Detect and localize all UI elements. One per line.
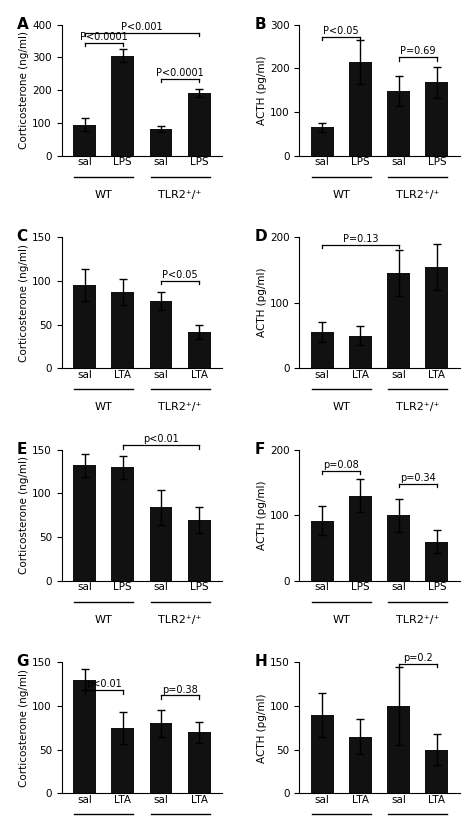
Bar <box>188 331 211 368</box>
Y-axis label: ACTH (pg/ml): ACTH (pg/ml) <box>257 56 267 125</box>
Text: P<0.0001: P<0.0001 <box>80 32 128 42</box>
Bar <box>73 124 96 155</box>
Y-axis label: Corticosterone (ng/ml): Corticosterone (ng/ml) <box>19 456 29 574</box>
Text: p=0.38: p=0.38 <box>162 685 198 694</box>
Bar <box>149 129 173 155</box>
Text: E: E <box>17 442 27 456</box>
Text: P=0.13: P=0.13 <box>343 234 378 244</box>
Text: WT: WT <box>332 402 350 412</box>
Bar <box>387 91 410 155</box>
Y-axis label: Corticosterone (ng/ml): Corticosterone (ng/ml) <box>19 31 29 149</box>
Text: WT: WT <box>95 190 112 200</box>
Text: WT: WT <box>332 190 350 200</box>
Text: p<0.01: p<0.01 <box>143 434 179 444</box>
Bar <box>73 285 96 368</box>
Bar <box>387 273 410 368</box>
Bar <box>349 61 372 155</box>
Text: C: C <box>17 229 28 245</box>
Text: D: D <box>254 229 267 245</box>
Bar <box>188 519 211 581</box>
Text: TLR2⁺/⁺: TLR2⁺/⁺ <box>158 615 202 625</box>
Bar <box>149 507 173 581</box>
Bar <box>111 56 134 155</box>
Text: H: H <box>254 654 267 669</box>
Bar <box>349 335 372 368</box>
Bar <box>111 292 134 368</box>
Y-axis label: ACTH (pg/ml): ACTH (pg/ml) <box>257 268 267 338</box>
Bar <box>188 93 211 155</box>
Text: TLR2⁺/⁺: TLR2⁺/⁺ <box>396 402 439 412</box>
Bar <box>310 520 334 581</box>
Text: TLR2⁺/⁺: TLR2⁺/⁺ <box>158 402 202 412</box>
Y-axis label: Corticosterone (ng/ml): Corticosterone (ng/ml) <box>19 244 29 362</box>
Text: P=0.69: P=0.69 <box>400 47 436 56</box>
Text: p=0.2: p=0.2 <box>403 653 433 663</box>
Bar <box>111 467 134 581</box>
Text: B: B <box>254 16 266 32</box>
Text: P<0.001: P<0.001 <box>121 22 163 32</box>
Text: A: A <box>17 16 28 32</box>
Bar <box>425 750 448 793</box>
Bar <box>349 736 372 793</box>
Text: p=0.08: p=0.08 <box>323 460 359 470</box>
Bar <box>425 542 448 581</box>
Bar <box>149 723 173 793</box>
Y-axis label: ACTH (pg/ml): ACTH (pg/ml) <box>257 693 267 762</box>
Text: G: G <box>17 654 29 669</box>
Bar <box>149 301 173 368</box>
Bar <box>387 515 410 581</box>
Text: F: F <box>254 442 264 456</box>
Bar <box>310 128 334 155</box>
Y-axis label: Corticosterone (ng/ml): Corticosterone (ng/ml) <box>19 669 29 787</box>
Text: TLR2⁺/⁺: TLR2⁺/⁺ <box>158 190 202 200</box>
Text: p=0.34: p=0.34 <box>400 473 436 483</box>
Bar <box>73 680 96 793</box>
Text: P<0.0001: P<0.0001 <box>156 68 204 78</box>
Bar <box>425 267 448 368</box>
Bar <box>188 732 211 793</box>
Text: TLR2⁺/⁺: TLR2⁺/⁺ <box>396 615 439 625</box>
Bar <box>310 332 334 368</box>
Bar <box>349 496 372 581</box>
Bar <box>310 715 334 793</box>
Text: WT: WT <box>95 615 112 625</box>
Text: P<0.05: P<0.05 <box>162 270 198 280</box>
Text: WT: WT <box>332 615 350 625</box>
Text: p<0.01: p<0.01 <box>86 679 121 690</box>
Y-axis label: ACTH (pg/ml): ACTH (pg/ml) <box>257 480 267 550</box>
Text: WT: WT <box>95 402 112 412</box>
Bar <box>425 83 448 155</box>
Text: TLR2⁺/⁺: TLR2⁺/⁺ <box>396 190 439 200</box>
Text: P<0.05: P<0.05 <box>323 26 359 36</box>
Bar <box>73 465 96 581</box>
Bar <box>387 706 410 793</box>
Bar <box>111 728 134 793</box>
